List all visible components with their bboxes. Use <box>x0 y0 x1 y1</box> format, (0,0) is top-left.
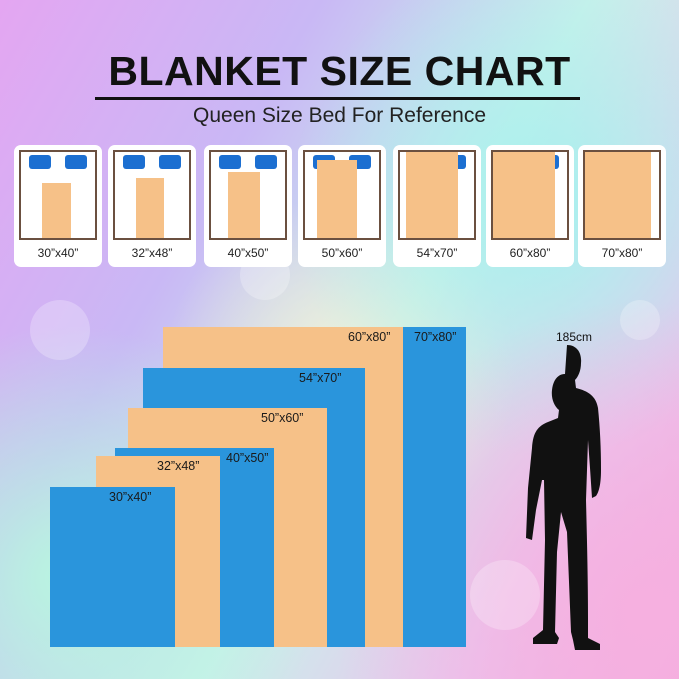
blanket <box>136 178 164 238</box>
decor-bubble <box>470 560 540 630</box>
pillow-icon <box>123 155 145 169</box>
page-title: BLANKET SIZE CHART <box>108 48 571 94</box>
person-height-label: 185cm <box>556 330 593 344</box>
pillow-icon <box>219 155 241 169</box>
size-label: 50”x60” <box>321 246 363 260</box>
bed-frame <box>491 150 569 240</box>
size-card: 54”x70” <box>393 145 481 267</box>
decor-bubble <box>30 300 90 360</box>
blanket-size-label: 60”x80” <box>348 330 391 344</box>
page-subtitle: Queen Size Bed For Reference <box>193 104 486 127</box>
size-label: 30”x40” <box>37 246 79 260</box>
blanket-size-label: 50”x60” <box>261 411 304 425</box>
pillow-icon <box>65 155 87 169</box>
blanket-size-label: 32”x48” <box>157 459 200 473</box>
size-card: 40”x50” <box>204 145 292 267</box>
bed-frame <box>583 150 661 240</box>
blanket <box>228 172 260 238</box>
size-label: 70”x80” <box>601 246 643 260</box>
man-silhouette-icon <box>526 345 601 650</box>
bed-frame <box>398 150 476 240</box>
pillow-icon <box>29 155 51 169</box>
bed-frame <box>303 150 381 240</box>
pillow-icon <box>255 155 277 169</box>
blanket <box>317 160 357 238</box>
bed-frame <box>19 150 97 240</box>
decor-bubble <box>620 300 660 340</box>
bed-frame <box>113 150 191 240</box>
size-card: 30”x40” <box>14 145 102 267</box>
blanket-size-label: 70”x80” <box>414 330 457 344</box>
blanket-size-rect <box>50 487 175 647</box>
size-card: 32”x48” <box>108 145 196 267</box>
blanket <box>42 183 71 238</box>
size-label: 54”x70” <box>416 246 458 260</box>
blanket-size-label: 40”x50” <box>226 451 269 465</box>
size-label: 60”x80” <box>509 246 551 260</box>
size-card: 60”x80” <box>486 145 574 267</box>
blanket <box>585 152 651 238</box>
size-label: 32”x48” <box>131 246 173 260</box>
size-card: 70”x80” <box>578 145 666 267</box>
pillow-icon <box>159 155 181 169</box>
title-underline <box>95 97 580 100</box>
size-label: 40”x50” <box>227 246 269 260</box>
blanket <box>406 152 458 238</box>
size-card: 50”x60” <box>298 145 386 267</box>
blanket-size-label: 30”x40” <box>109 490 152 504</box>
blanket <box>493 152 555 238</box>
bed-frame <box>209 150 287 240</box>
blanket-size-label: 54”x70” <box>299 371 342 385</box>
